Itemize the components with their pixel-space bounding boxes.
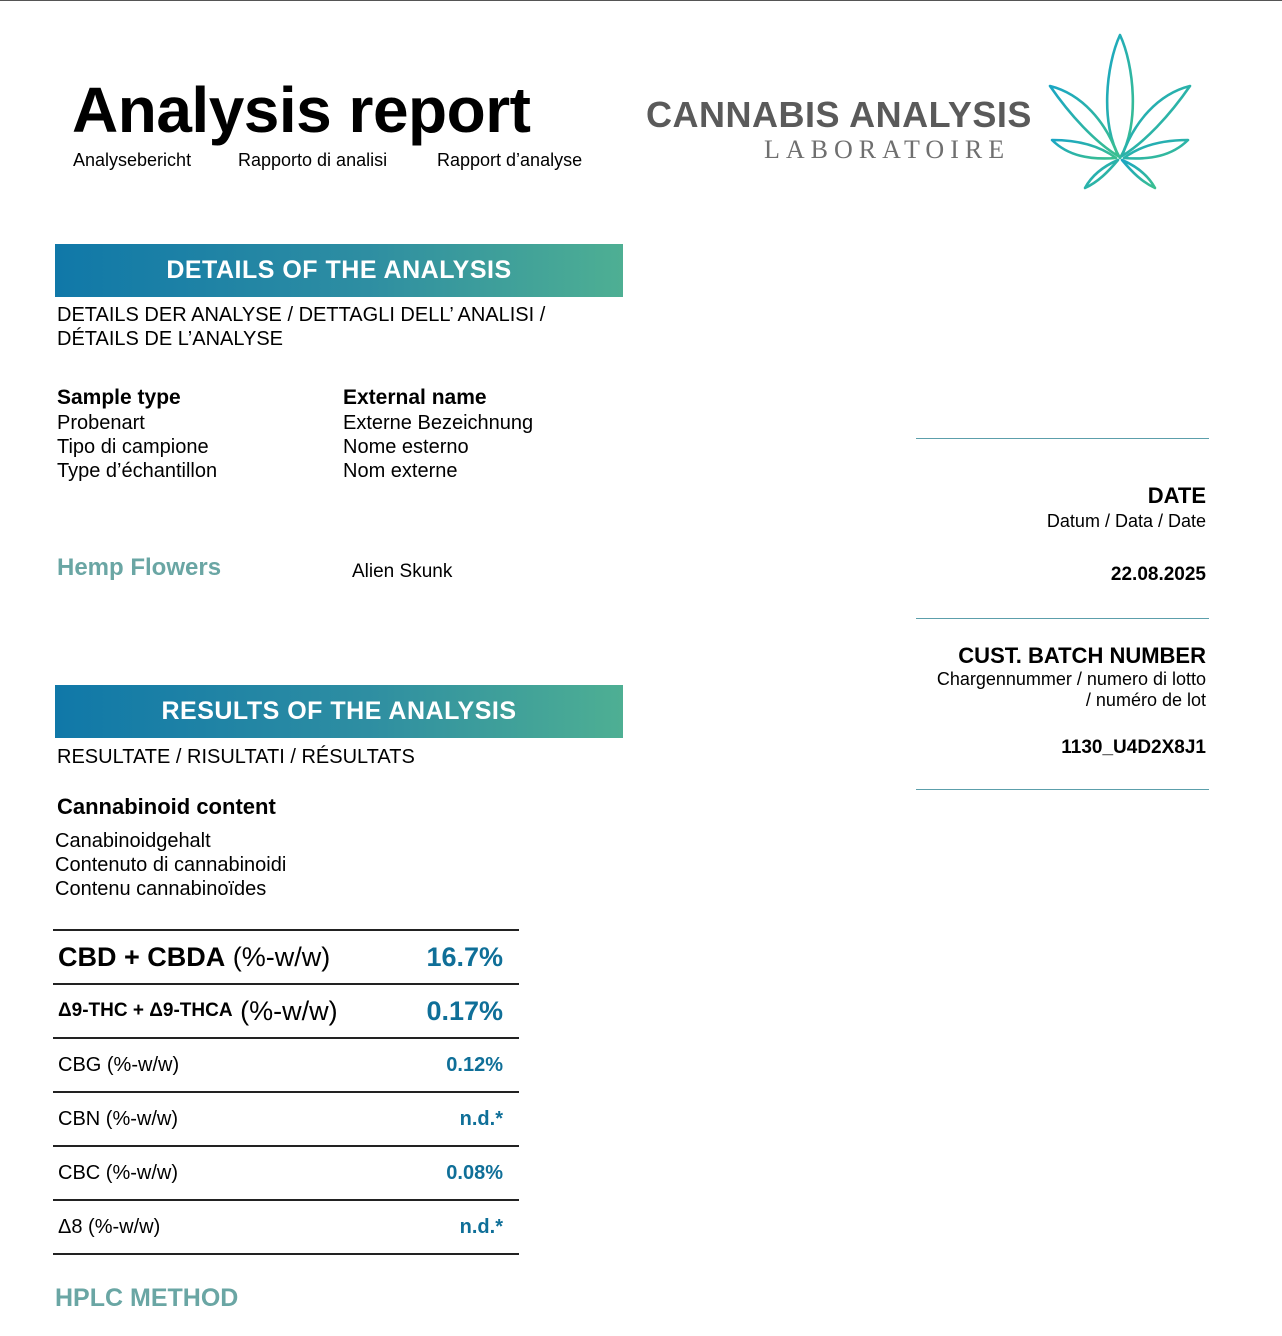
result-label: CBN (%-w/w) <box>58 1107 178 1130</box>
result-row-d8: Δ8 (%-w/w) n.d.* <box>53 1199 519 1255</box>
date-value: 22.08.2025 <box>1110 564 1206 585</box>
cannabis-leaf-icon <box>1048 33 1192 190</box>
divider <box>916 438 1209 439</box>
result-row-thc: Δ9-THC + Δ9-THCA (%-w/w) 0.17% <box>53 983 519 1037</box>
date-heading: DATE <box>1147 483 1206 508</box>
result-row-cbd: CBD + CBDA (%-w/w) 16.7% <box>53 929 519 983</box>
result-label: CBD + CBDA <box>58 941 226 972</box>
page-title: Analysis report <box>72 74 531 146</box>
external-name-german: Externe Bezeichnung <box>343 412 534 434</box>
result-row-cbn: CBN (%-w/w) n.d.* <box>53 1091 519 1145</box>
result-row-cbg: CBG (%-w/w) 0.12% <box>53 1037 519 1091</box>
divider <box>916 618 1209 619</box>
external-name-heading: External name <box>343 386 487 409</box>
result-value: n.d.* <box>459 1215 503 1238</box>
batch-heading: CUST. BATCH NUMBER <box>958 643 1206 668</box>
result-unit: (%-w/w) <box>232 941 331 972</box>
sample-type-heading: Sample type <box>57 386 181 409</box>
sample-type-italian: Tipo di campione <box>57 436 209 458</box>
result-value: 0.17% <box>426 995 503 1026</box>
divider <box>916 789 1209 790</box>
sample-type-value: Hemp Flowers <box>57 554 222 581</box>
batch-translations-line-2: / numéro de lot <box>1085 690 1206 710</box>
cannabinoid-heading: Cannabinoid content <box>57 794 276 819</box>
result-label: CBG (%-w/w) <box>58 1053 180 1076</box>
subtitle-german: Analysebericht <box>73 150 192 170</box>
result-unit: (%-w/w) <box>240 995 338 1026</box>
sample-type-french: Type d’échantillon <box>57 460 218 482</box>
result-row-cbc: CBC (%-w/w) 0.08% <box>53 1145 519 1199</box>
result-label: CBC (%-w/w) <box>58 1161 178 1184</box>
subtitle-french: Rapport d’analyse <box>437 150 583 170</box>
result-value: 0.08% <box>446 1161 503 1184</box>
result-label: Δ9-THC + Δ9-THCA <box>58 1000 233 1021</box>
batch-translations-line-1: Chargennummer / numero di lotto <box>936 669 1206 689</box>
logo-name: CANNABIS ANALYSIS <box>646 94 1032 135</box>
details-banner: DETAILS OF THE ANALYSIS <box>55 244 623 297</box>
batch-value: 1130_U4D2X8J1 <box>1061 737 1206 758</box>
result-value: n.d.* <box>459 1107 503 1130</box>
result-value: 0.12% <box>446 1053 503 1076</box>
cannabinoid-german: Canabinoidgehalt <box>55 830 211 852</box>
cannabinoid-italian: Contenuto di cannabinoidi <box>55 854 287 876</box>
sample-type-german: Probenart <box>57 412 145 434</box>
cannabinoid-french: Contenu cannabinoïdes <box>55 878 267 900</box>
external-name-block: External name Externe Bezeichnung Nome e… <box>343 385 533 483</box>
results-subtitle: RESULTATE / RISULTATI / RÉSULTATS <box>57 746 415 768</box>
top-border <box>0 0 1282 1</box>
external-name-italian: Nome esterno <box>343 436 469 458</box>
results-table: CBD + CBDA (%-w/w) 16.7% Δ9-THC + Δ9-THC… <box>53 929 519 1255</box>
date-translations: Datum / Data / Date <box>1046 511 1206 531</box>
details-subtitle-line-1: DETAILS DER ANALYSE / DETTAGLI DELL’ ANA… <box>57 304 546 326</box>
results-banner: RESULTS OF THE ANALYSIS <box>55 685 623 738</box>
external-name-value: Alien Skunk <box>352 561 453 582</box>
method-label: HPLC METHOD <box>55 1284 239 1312</box>
result-value: 16.7% <box>426 941 503 972</box>
subtitle-italian: Rapporto di analisi <box>238 150 388 170</box>
external-name-french: Nom externe <box>343 460 458 482</box>
sample-type-block: Sample type Probenart Tipo di campione T… <box>57 385 217 483</box>
result-label: Δ8 (%-w/w) <box>58 1215 161 1238</box>
logo-subname: LABORATOIRE <box>764 135 1011 164</box>
details-subtitle-line-2: DÉTAILS DE L’ANALYSE <box>57 328 284 350</box>
